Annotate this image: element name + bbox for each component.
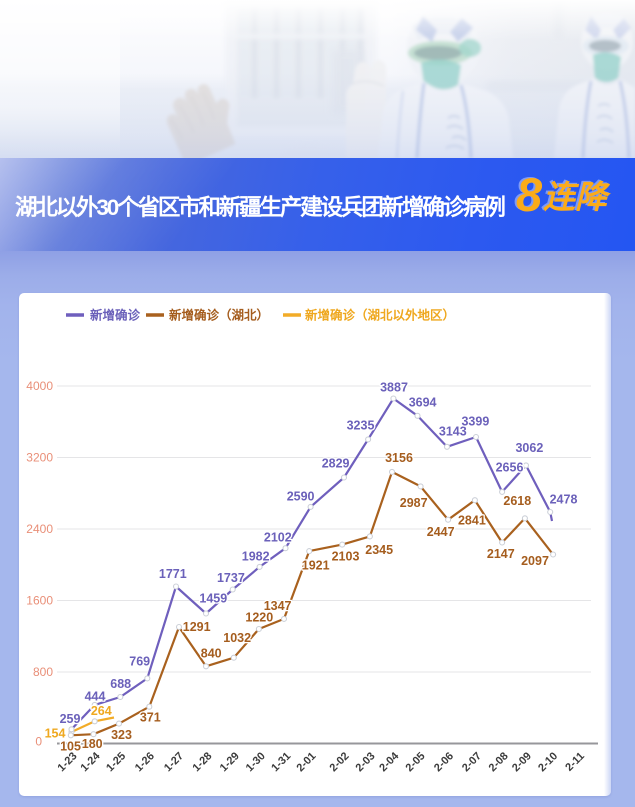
svg-text:2590: 2590: [287, 489, 315, 503]
svg-text:800: 800: [33, 665, 53, 679]
svg-text:2447: 2447: [427, 525, 455, 539]
svg-text:1737: 1737: [217, 571, 245, 585]
svg-text:1347: 1347: [264, 599, 292, 613]
svg-text:1-28: 1-28: [190, 750, 214, 774]
svg-text:新增确诊: 新增确诊: [90, 308, 141, 323]
svg-text:新增确诊（湖北以外地区）: 新增确诊（湖北以外地区）: [305, 308, 455, 323]
svg-text:2987: 2987: [400, 496, 428, 510]
svg-text:2-09: 2-09: [510, 750, 534, 774]
svg-text:1459: 1459: [199, 591, 227, 605]
svg-text:0: 0: [35, 735, 42, 749]
svg-text:444: 444: [85, 689, 106, 703]
svg-text:2841: 2841: [458, 513, 486, 527]
svg-text:180: 180: [82, 737, 103, 751]
svg-text:1-31: 1-31: [269, 750, 293, 774]
svg-text:1771: 1771: [159, 567, 187, 581]
svg-text:3156: 3156: [385, 451, 413, 465]
svg-text:1-24: 1-24: [79, 750, 104, 775]
svg-text:2478: 2478: [550, 492, 578, 506]
svg-text:1600: 1600: [26, 594, 53, 608]
svg-text:2-08: 2-08: [487, 750, 511, 774]
svg-text:2147: 2147: [487, 547, 515, 561]
svg-text:2-04: 2-04: [377, 750, 402, 775]
svg-text:3235: 3235: [347, 419, 375, 433]
svg-text:105: 105: [60, 739, 81, 753]
svg-text:3062: 3062: [515, 441, 543, 455]
svg-text:3887: 3887: [380, 380, 408, 394]
svg-text:2-07: 2-07: [460, 750, 484, 774]
svg-text:154: 154: [45, 726, 66, 740]
svg-text:769: 769: [129, 654, 150, 668]
svg-text:2-01: 2-01: [294, 750, 318, 774]
svg-text:259: 259: [60, 712, 81, 726]
svg-text:1-26: 1-26: [133, 750, 157, 774]
svg-text:264: 264: [91, 704, 112, 718]
svg-text:3694: 3694: [409, 395, 437, 409]
svg-text:2097: 2097: [521, 554, 549, 568]
svg-text:新增确诊（湖北）: 新增确诊（湖北）: [169, 308, 269, 323]
svg-text:2-03: 2-03: [354, 750, 378, 774]
svg-text:2-11: 2-11: [563, 750, 587, 774]
svg-text:1-30: 1-30: [244, 750, 268, 774]
svg-text:2345: 2345: [365, 543, 393, 557]
svg-text:1-27: 1-27: [162, 750, 186, 774]
svg-text:1220: 1220: [245, 610, 273, 624]
svg-text:2-05: 2-05: [404, 750, 428, 774]
svg-text:2618: 2618: [503, 494, 531, 508]
svg-text:840: 840: [201, 647, 222, 661]
svg-text:2102: 2102: [264, 531, 292, 545]
svg-text:2829: 2829: [322, 457, 350, 471]
svg-text:1-23: 1-23: [56, 750, 80, 774]
svg-text:1032: 1032: [223, 631, 251, 645]
svg-text:3399: 3399: [461, 415, 489, 429]
svg-text:2656: 2656: [496, 461, 524, 475]
svg-text:1-25: 1-25: [104, 750, 128, 774]
svg-text:2103: 2103: [332, 550, 360, 564]
svg-text:688: 688: [110, 677, 131, 691]
svg-text:2-10: 2-10: [536, 750, 560, 774]
svg-text:3200: 3200: [26, 451, 53, 465]
svg-text:1291: 1291: [183, 620, 211, 634]
svg-text:3143: 3143: [439, 424, 467, 438]
svg-text:2400: 2400: [26, 522, 53, 536]
svg-text:1982: 1982: [242, 550, 270, 564]
svg-text:2-06: 2-06: [432, 750, 456, 774]
svg-text:2-02: 2-02: [328, 750, 352, 774]
svg-text:371: 371: [140, 711, 161, 725]
svg-text:1921: 1921: [302, 559, 330, 573]
svg-text:323: 323: [111, 728, 132, 742]
svg-text:1-29: 1-29: [218, 750, 242, 774]
svg-text:4000: 4000: [26, 379, 53, 393]
